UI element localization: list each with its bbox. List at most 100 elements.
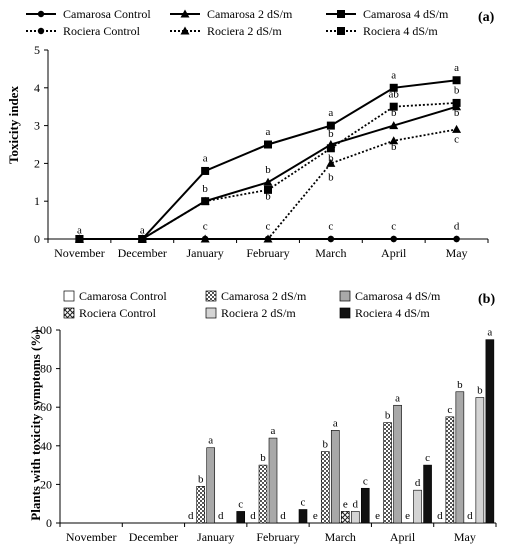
data-point-2 [264,140,272,149]
bars-b [196,339,495,524]
legend-a: Camarosa Control Camarosa 2 dS/m Camarosa … [26,7,449,38]
x-tick-label-a: February [246,246,289,260]
sig-letter-b: d [188,510,194,522]
legend-marker-4 [180,26,190,35]
sig-letter-b: c [301,496,306,508]
bar-4 [475,397,485,524]
x-tick-label-a: January [186,246,223,260]
legend-label: Camarosa Control [63,7,151,21]
sig-letter-a: b [328,153,334,165]
legend-label: Camarosa 2 dS/m [207,7,293,21]
x-tick-label-a: March [315,246,346,260]
sig-letter-b: d [280,510,286,522]
sig-letter-b: b [385,410,391,422]
sig-letter-a: b [202,183,208,195]
data-point-5 [452,98,461,107]
data-point-3 [327,235,335,243]
bar-5 [423,464,432,524]
legend-marker-3 [37,27,45,35]
panel-label-a: (a) [478,10,495,25]
legend-label: Rociera 4 dS/m [363,24,438,38]
data-point-4 [326,158,336,167]
data-point-5 [264,185,272,194]
bar-4 [350,511,360,524]
data-point-3 [453,235,460,243]
bar-2 [393,404,402,524]
symptoms-bar-chart: Camarosa Control Camarosa 2 dS/m Camarosa … [28,289,497,544]
data-point-1 [263,177,273,186]
data-point-4 [452,124,462,133]
bar-5 [298,509,308,524]
sig-letter-a: ab [389,88,400,100]
y-tick-label-b: 100 [34,323,52,337]
y-tick-label-b: 80 [40,362,52,376]
y-axis-label-a: Toxicity index [6,86,21,164]
sig-letter-a: a [454,62,459,74]
sig-letter-b: c [425,452,430,464]
sig-letter-b: e [313,510,318,522]
sig-letter-a: a [328,107,333,119]
legend-swatch-0 [63,290,75,302]
sig-letter-b: c [447,404,452,416]
sig-letter-b: d [415,477,421,489]
legend-b: Camarosa Control Camarosa 2 dS/m Camarosa … [63,289,441,320]
legend-swatch-2 [339,290,351,302]
data-point-4 [389,136,399,145]
bar-4 [413,489,422,524]
x-tick-label-a: May [446,246,468,260]
axes-a: 0 1 2 3 4 5 November December January February Mar… [34,43,489,260]
sig-letter-b: d [437,510,443,522]
data-point-5 [201,197,210,206]
x-tick-label-b: April [390,530,416,544]
sig-letter-a: b [391,141,397,153]
bar-5 [236,511,246,524]
data-point-2 [201,166,210,175]
x-tick-label-a: November [54,246,105,260]
bar-1 [258,464,268,524]
x-tick-label-a: December [118,246,167,260]
y-tick-label-a: 3 [34,119,40,133]
sig-letter-a: b [391,107,397,119]
sig-letter-b: b [198,473,204,485]
legend-label: Rociera 2 dS/m [221,306,296,320]
legend-label: Rociera Control [63,24,141,38]
data-point-3 [390,235,397,243]
sig-letter-a: c [391,221,396,233]
sig-letter-b: b [457,379,463,391]
sig-letter-a: a [391,69,396,81]
data-point-2 [389,83,398,92]
data-point-5 [138,235,147,243]
bar-1 [445,416,455,524]
legend-swatch-5 [339,307,351,319]
bar-5 [485,339,495,524]
toxicity-index-chart: Camarosa Control Camarosa 2 dS/m Camarosa … [6,7,495,260]
sig-letter-a: a [266,126,271,138]
sig-letter-a: a [203,153,208,165]
y-tick-label-a: 0 [34,232,40,246]
y-tick-label-a: 5 [34,43,40,57]
data-point-5 [389,102,398,111]
legend-label: Camarosa Control [79,289,167,303]
legend-label: Rociera 4 dS/m [355,306,430,320]
sig-letter-a: c [328,221,333,233]
x-tick-label-b: February [256,530,299,544]
series-line-2 [79,79,457,240]
y-tick-label-b: 60 [40,400,52,414]
sig-letter-a: c [203,221,208,233]
sig-letter-b: c [238,498,243,510]
sig-letter-b: a [208,435,213,447]
sig-letter-b: d [467,510,473,522]
data-point-5 [326,144,335,153]
sig-letter-b: e [343,498,348,510]
data-point-2 [326,121,335,130]
sig-letter-b: b [323,439,329,451]
legend-label: Rociera Control [79,306,157,320]
y-tick-label-b: 0 [46,516,52,530]
sig-letter-a: a [77,224,82,236]
sig-letter-b: b [477,385,483,397]
sig-letter-a: b [265,190,271,202]
y-tick-label-a: 1 [34,194,40,208]
x-tick-label-b: March [325,530,356,544]
